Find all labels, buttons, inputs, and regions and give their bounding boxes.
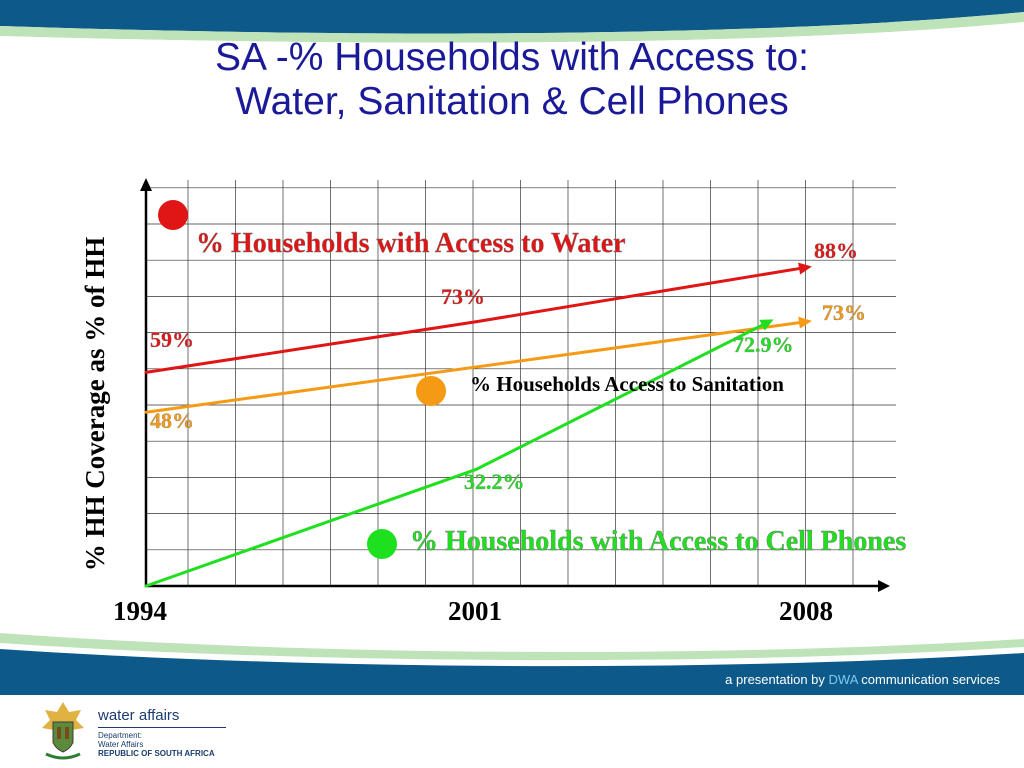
data-point-water-0	[144, 370, 148, 374]
bottom-banner	[0, 633, 1024, 695]
data-label-sanitation-1994: 48%	[150, 408, 194, 433]
coat-of-arms-icon	[42, 702, 84, 760]
chart-grid	[146, 180, 896, 586]
title-line-1: SA -% Households with Access to:	[215, 36, 809, 79]
footer	[0, 695, 1024, 768]
legend-marker-water	[158, 200, 188, 230]
credit-suffix: communication services	[857, 672, 1000, 687]
org-line-republic: REPUBLIC OF SOUTH AFRICA	[98, 749, 215, 758]
data-point-sanitation-0	[144, 410, 148, 414]
data-point-cell-phones-2	[766, 320, 770, 324]
chart-axes	[140, 178, 890, 592]
slide-title: SA -% Households with Access to: Water, …	[0, 36, 1024, 124]
credit-brand: DWA	[828, 672, 858, 687]
series-line-sanitation	[145, 320, 807, 414]
legend-marker-sanitation	[416, 376, 446, 406]
title-line-2: Water, Sanitation & Cell Phones	[235, 80, 789, 123]
org-line-department: Department:	[98, 731, 143, 740]
series-arrow-cell-phones	[759, 319, 774, 331]
top-banner	[0, 0, 1024, 47]
series-lines	[144, 262, 812, 588]
presentation-credit: a presentation by DWA communication serv…	[725, 672, 1000, 687]
data-point-sanitation-1	[804, 320, 808, 324]
data-label-water-1994: 59%	[150, 327, 194, 352]
legend-marker-cell-phones	[367, 529, 397, 559]
data-label-water-2001: 73%	[441, 284, 485, 309]
credit-prefix: a presentation by	[725, 672, 829, 687]
x-axis-arrow	[878, 580, 890, 592]
y-axis-arrow	[140, 178, 152, 191]
org-line-water-affairs: Water Affairs	[98, 740, 144, 749]
series-arrow-water	[798, 262, 812, 275]
data-point-water-2	[804, 265, 808, 269]
org-divider	[98, 727, 226, 728]
data-point-cell-phones-0	[144, 584, 148, 588]
data-point-cell-phones-1	[474, 467, 478, 471]
legend-label-cell-phones: % Households with Access to Cell Phones	[410, 526, 906, 557]
x-tick-label-2001: 2001	[448, 596, 502, 626]
data-label-sanitation-2008: 73%	[822, 300, 866, 325]
legend-label-sanitation: % Households Access to Sanitation	[470, 372, 784, 396]
data-label-water-2008: 88%	[814, 238, 858, 263]
data-label-cell-phones-2007: 72.9%	[733, 332, 794, 357]
org-name: water affairs	[98, 707, 180, 724]
x-tick-label-2008: 2008	[779, 596, 833, 626]
data-point-water-1	[474, 320, 478, 324]
x-tick-label-1994: 1994	[113, 596, 167, 626]
data-label-cell-phones-2001: 32.2%	[464, 469, 525, 494]
y-axis-label: % HH Coverage as % of HH	[80, 237, 110, 571]
legend-label-water: % Households with Access to Water	[196, 228, 626, 259]
